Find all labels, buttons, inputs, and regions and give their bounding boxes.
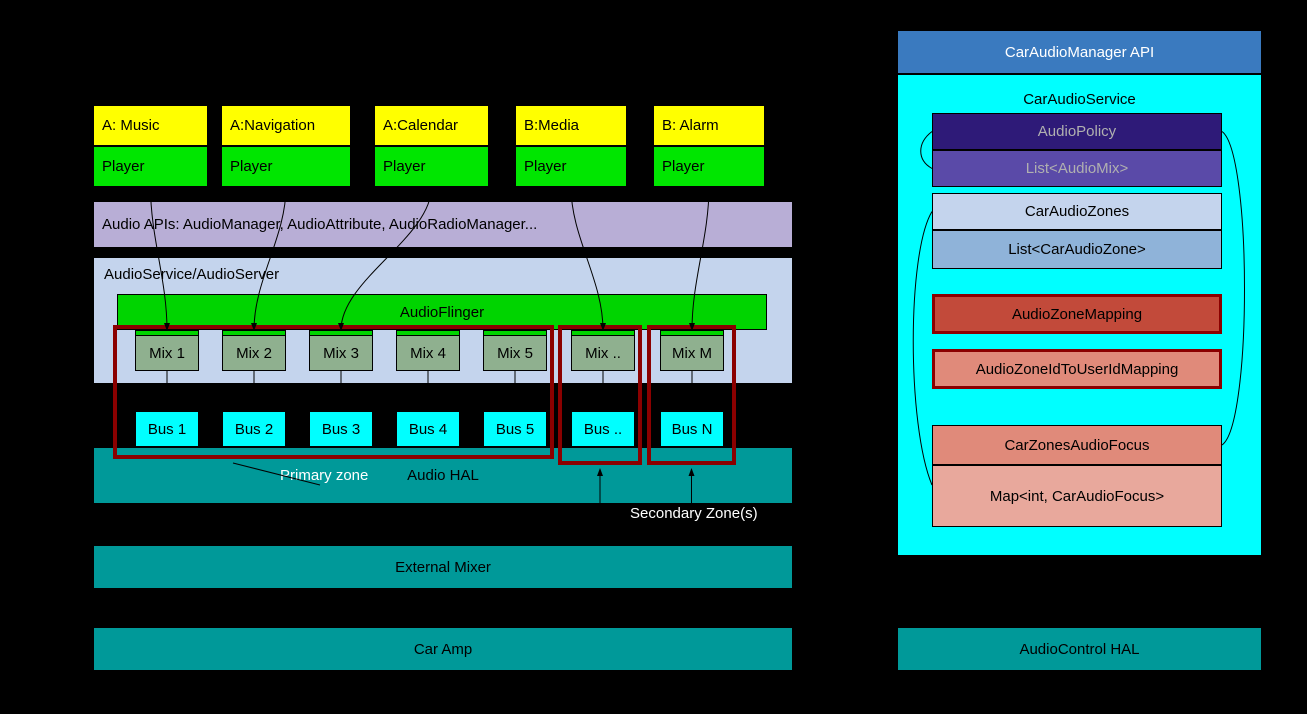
external-mixer: External Mixer (93, 545, 793, 589)
car-audio-service-label: CarAudioService (898, 91, 1261, 108)
audio-zone-mapping-label: AudioZoneMapping (1012, 306, 1142, 323)
app-top-1: A:Navigation (221, 105, 351, 146)
audio-apis-label: Audio APIs: AudioManager, AudioAttribute… (102, 216, 537, 233)
car-amp: Car Amp (93, 627, 793, 671)
mix-3: Mix 4 (396, 335, 460, 371)
car-audio-zones-label: CarAudioZones (1025, 203, 1129, 220)
bus-6: Bus N (660, 411, 724, 447)
primary-zone-label: Primary zone (280, 467, 368, 484)
audio-flinger: AudioFlinger (117, 294, 767, 330)
audio-policy: AudioPolicy (932, 113, 1222, 150)
app-bottom-0: Player (93, 146, 208, 187)
bus-5: Bus .. (571, 411, 635, 447)
list-caraudiozone-label: List<CarAudioZone> (1008, 241, 1146, 258)
bus-3: Bus 4 (396, 411, 460, 447)
audio-zone-mapping: AudioZoneMapping (932, 294, 1222, 334)
list-audiomix: List<AudioMix> (932, 150, 1222, 187)
mix-4: Mix 5 (483, 335, 547, 371)
app-bottom-1: Player (221, 146, 351, 187)
list-audiomix-label: List<AudioMix> (1026, 160, 1129, 177)
app-top-0: A: Music (93, 105, 208, 146)
car-amp-label: Car Amp (414, 641, 472, 658)
app-bottom-2: Player (374, 146, 489, 187)
bus-4: Bus 5 (483, 411, 547, 447)
audio-service-label: AudioService/AudioServer (94, 258, 289, 291)
app-top-2: A:Calendar (374, 105, 489, 146)
app-bottom-3: Player (515, 146, 627, 187)
audio-zoneid-userid-mapping-label: AudioZoneIdToUserIdMapping (976, 361, 1179, 378)
audio-control-hal: AudioControl HAL (897, 627, 1262, 671)
car-audio-manager-api: CarAudioManager API (897, 30, 1262, 74)
car-zones-audio-focus-label: CarZonesAudioFocus (1004, 437, 1149, 454)
bus-1: Bus 2 (222, 411, 286, 447)
audio-apis: Audio APIs: AudioManager, AudioAttribute… (93, 201, 793, 248)
mix-0: Mix 1 (135, 335, 199, 371)
audio-control-hal-label: AudioControl HAL (1019, 641, 1139, 658)
car-zones-audio-focus: CarZonesAudioFocus (932, 425, 1222, 465)
map-caraudiofocus-label: Map<int, CarAudioFocus> (990, 488, 1164, 505)
app-bottom-4: Player (653, 146, 765, 187)
bus-2: Bus 3 (309, 411, 373, 447)
car-audio-zones: CarAudioZones (932, 193, 1222, 230)
external-mixer-label: External Mixer (395, 559, 491, 576)
audio-hal: Audio HAL (93, 447, 793, 504)
app-top-3: B:Media (515, 105, 627, 146)
audio-policy-label: AudioPolicy (1038, 123, 1116, 140)
mix-2: Mix 3 (309, 335, 373, 371)
mix-6: Mix M (660, 335, 724, 371)
map-caraudiofocus: Map<int, CarAudioFocus> (932, 465, 1222, 527)
list-caraudiozone: List<CarAudioZone> (932, 230, 1222, 269)
car-audio-manager-api-label: CarAudioManager API (1005, 44, 1154, 61)
audio-flinger-label: AudioFlinger (400, 304, 484, 321)
audio-zoneid-userid-mapping: AudioZoneIdToUserIdMapping (932, 349, 1222, 389)
app-top-4: B: Alarm (653, 105, 765, 146)
audio-hal-label: Audio HAL (407, 467, 479, 484)
secondary-zone-label: Secondary Zone(s) (630, 505, 758, 522)
mix-5: Mix .. (571, 335, 635, 371)
mix-1: Mix 2 (222, 335, 286, 371)
bus-0: Bus 1 (135, 411, 199, 447)
